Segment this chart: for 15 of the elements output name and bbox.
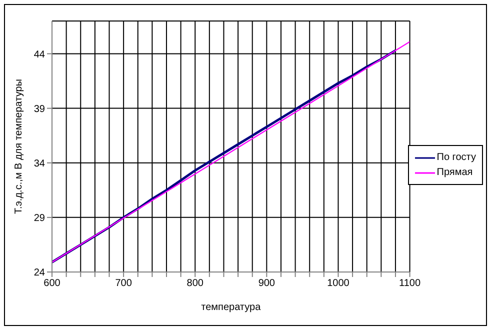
- x-tick-label: 600: [44, 278, 61, 290]
- legend-label: По госту: [436, 151, 476, 165]
- x-tick-label: 900: [258, 278, 276, 290]
- y-tick-label: 29: [34, 212, 46, 224]
- y-axis-title: Т.э.д.с.,м В для температуры: [14, 79, 25, 214]
- y-tick-label: 39: [34, 104, 46, 115]
- y-tick-label: 24: [34, 268, 46, 279]
- legend-label: Прямая: [436, 166, 473, 180]
- x-tick-label: 800: [186, 278, 204, 290]
- x-axis-title: температура: [201, 302, 262, 313]
- x-tick-label: 1000: [327, 278, 350, 290]
- y-tick-label: 34: [34, 158, 46, 170]
- x-tick-label: 700: [115, 278, 132, 290]
- x-tick-label: 1100: [399, 278, 421, 290]
- y-tick-label: 44: [34, 49, 46, 60]
